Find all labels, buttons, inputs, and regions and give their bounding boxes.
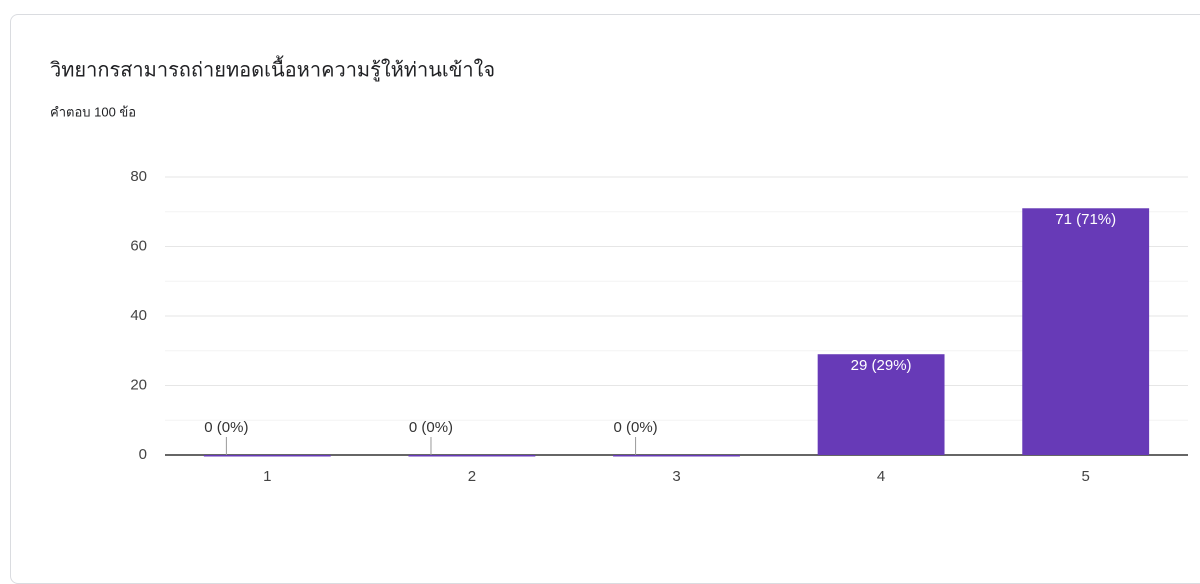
x-tick-label: 4 [877, 468, 885, 485]
x-tick-label: 1 [263, 468, 271, 485]
bar-value-label: 0 (0%) [613, 419, 657, 436]
bar [613, 455, 740, 457]
y-tick-label: 60 [130, 237, 147, 254]
page: วิทยากรสามารถถ่ายทอดเนื้อหาความรู้ให้ท่า… [10, 14, 1200, 584]
bar [817, 354, 945, 455]
bar-value-label: 0 (0%) [204, 419, 248, 436]
y-tick-label: 40 [130, 307, 147, 324]
bar-value-label: 71 (71%) [1055, 211, 1116, 228]
bar [203, 455, 331, 457]
bar-value-label: 29 (29%) [851, 357, 912, 374]
y-tick-label: 20 [130, 376, 147, 393]
y-tick-label: 0 [139, 446, 147, 463]
x-tick-label: 5 [1082, 468, 1090, 485]
y-tick-label: 80 [130, 168, 147, 185]
bar [408, 455, 536, 457]
bar [1022, 208, 1150, 455]
chart-subtitle: คำตอบ 100 ข้อ [50, 104, 136, 119]
card [10, 14, 1200, 584]
x-tick-label: 2 [468, 468, 476, 485]
x-tick-label: 3 [672, 468, 680, 485]
chart: วิทยากรสามารถถ่ายทอดเนื้อหาความรู้ให้ท่า… [50, 55, 1188, 485]
bar-value-label: 0 (0%) [409, 419, 453, 436]
chart-title: วิทยากรสามารถถ่ายทอดเนื้อหาความรู้ให้ท่า… [50, 55, 495, 82]
